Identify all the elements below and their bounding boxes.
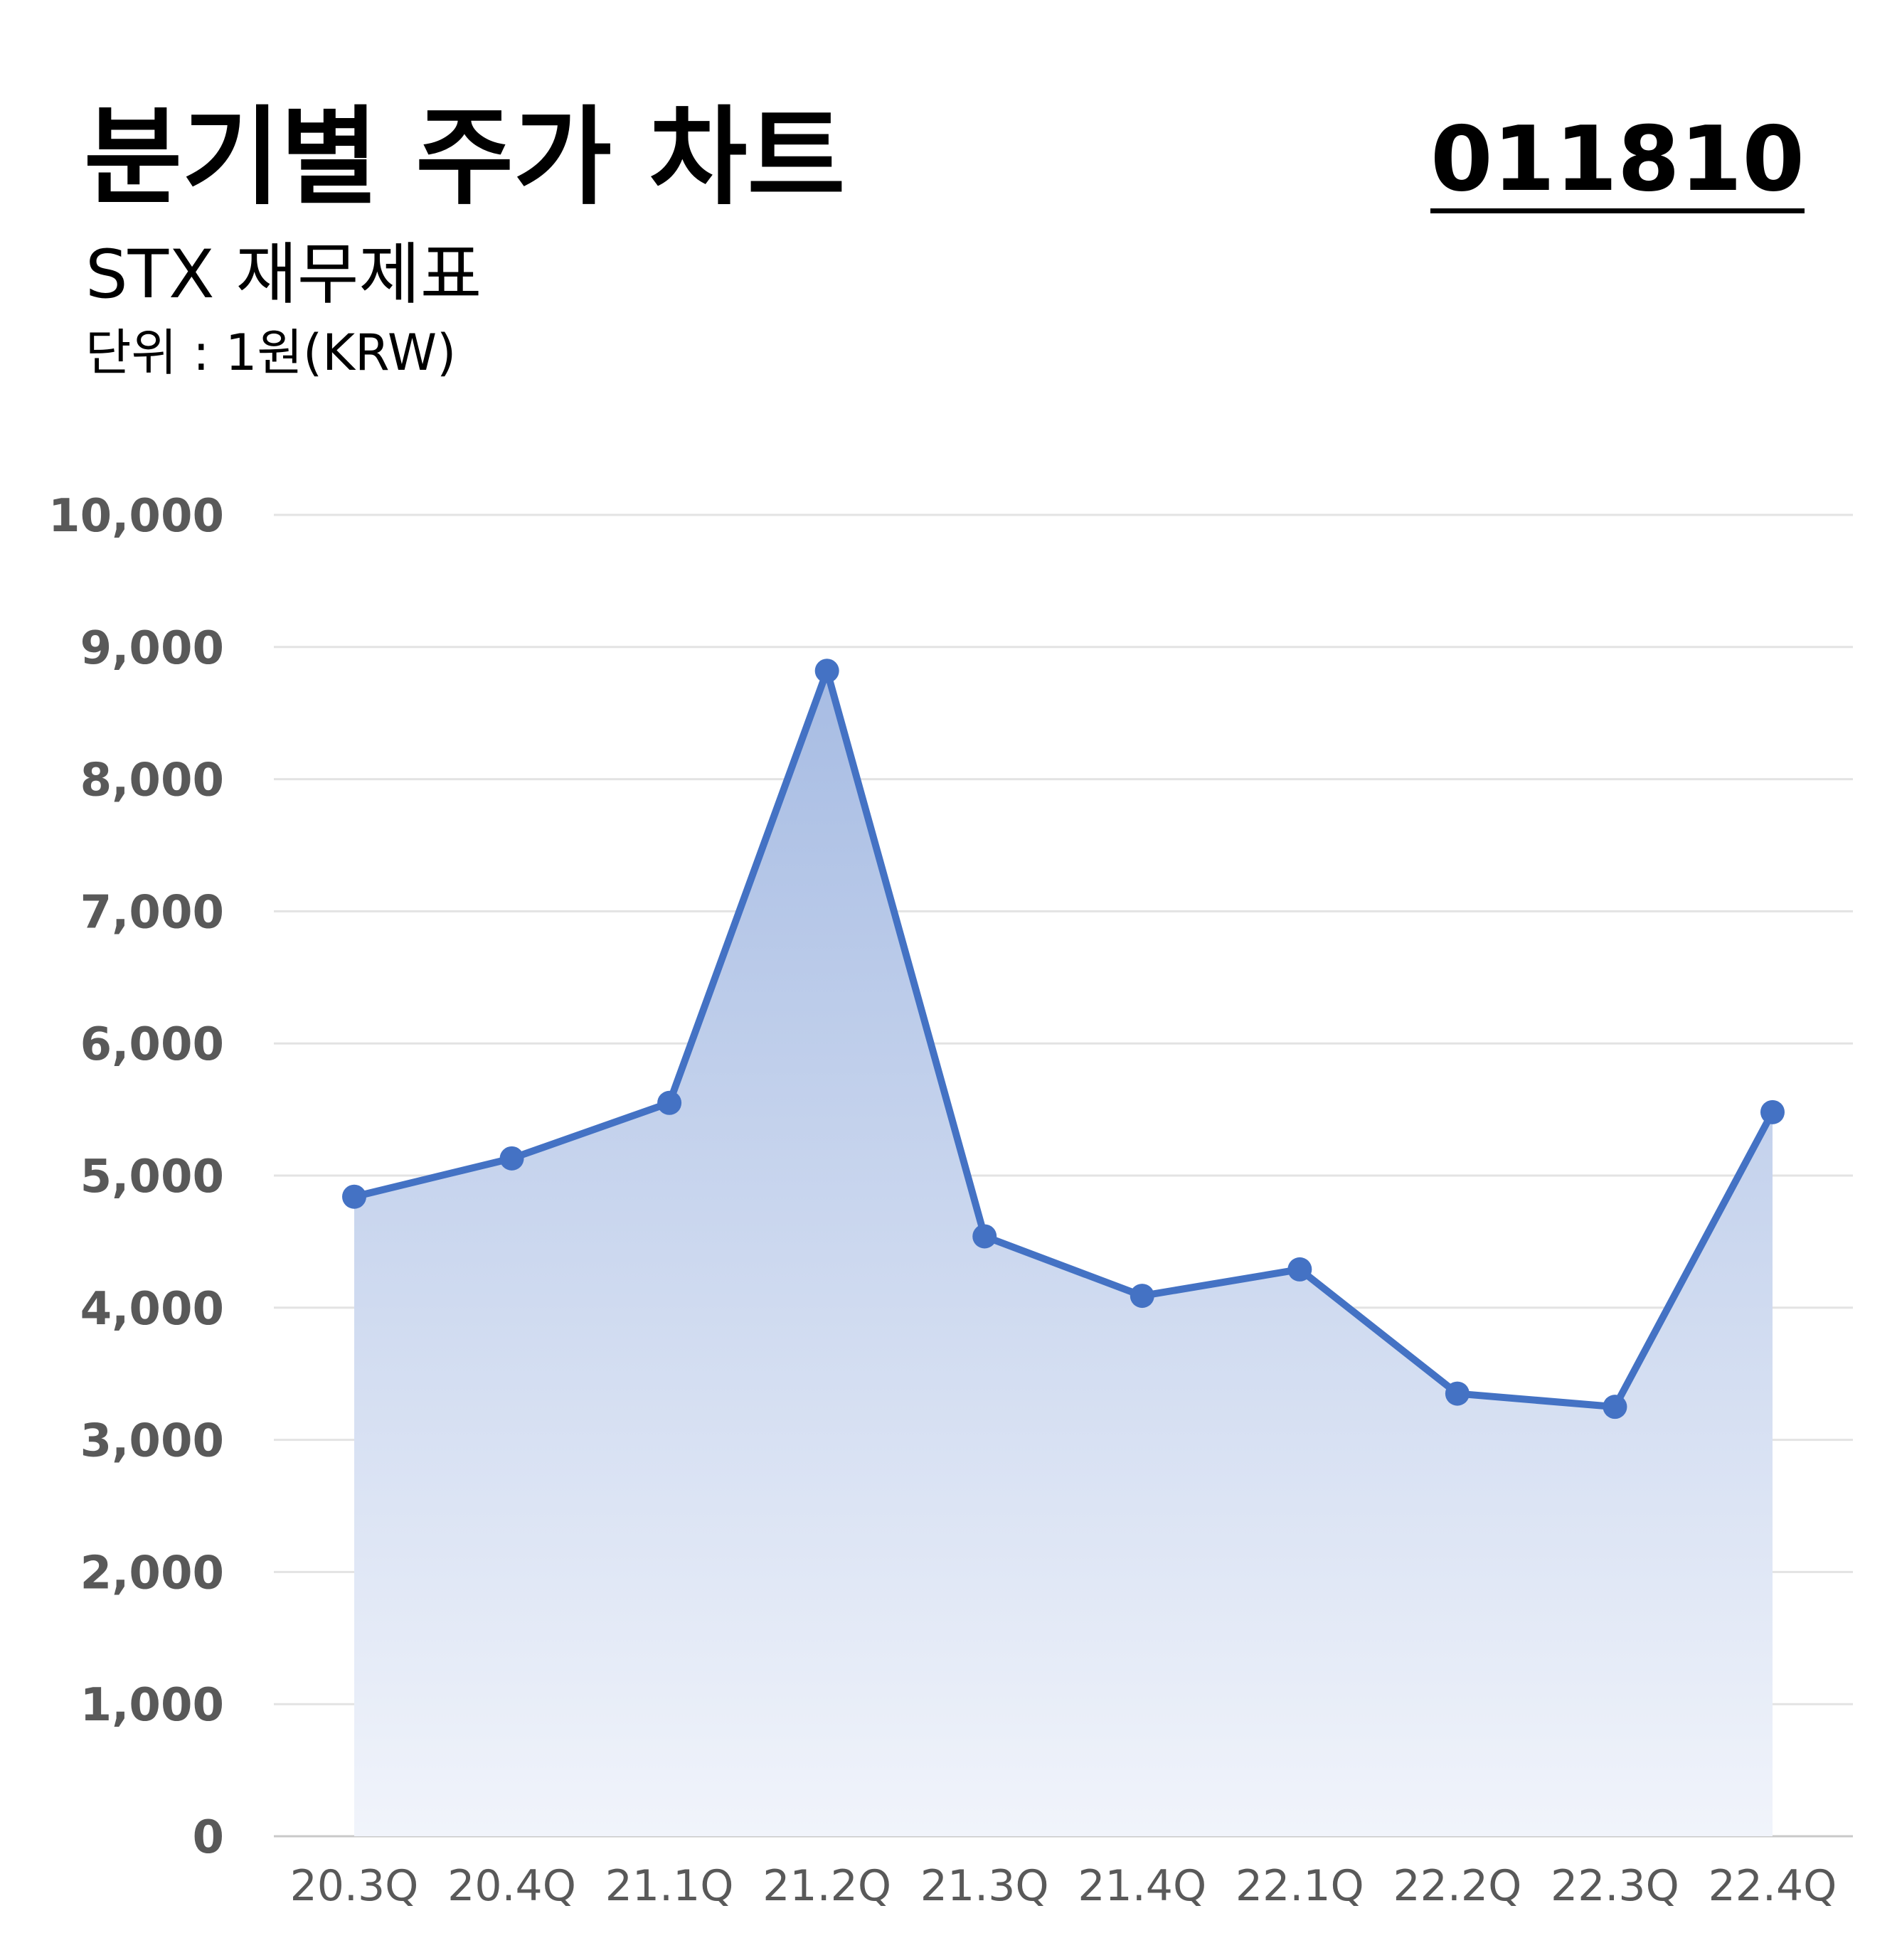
y-axis-ticks: 0 1,000 2,000 3,000 4,000 5,000 6,000 7,000 8,00… [48, 490, 224, 1864]
y-tick-label: 4,000 [80, 1283, 224, 1336]
series-line [351, 667, 1776, 1411]
data-point [499, 1146, 524, 1171]
x-tick-label: 22.1Q [1236, 1861, 1364, 1911]
x-tick-label: 20.4Q [447, 1861, 576, 1911]
y-tick-label: 1,000 [80, 1679, 224, 1732]
y-tick-label: 5,000 [80, 1151, 224, 1203]
x-axis-ticks: 20.3Q 20.4Q 21.1Q 21.2Q 21.3Q 21.4Q 22.1Q 22.2Q… [290, 1861, 1837, 1911]
data-point [1287, 1257, 1312, 1282]
data-point [972, 1224, 997, 1249]
x-tick-label: 22.3Q [1551, 1861, 1679, 1911]
y-tick-label: 6,000 [80, 1018, 224, 1071]
data-point [342, 1184, 366, 1209]
series-line-group [351, 667, 1776, 1411]
data-point [1445, 1381, 1470, 1406]
x-tick-label: 21.4Q [1078, 1861, 1206, 1911]
data-point [657, 1090, 682, 1115]
data-point [1603, 1395, 1627, 1420]
data-points [342, 659, 1785, 1420]
x-tick-label: 22.2Q [1393, 1861, 1521, 1911]
data-point [1760, 1099, 1785, 1124]
x-tick-label: 21.1Q [605, 1861, 734, 1911]
y-tick-label: 8,000 [80, 755, 224, 807]
y-tick-label: 3,000 [80, 1415, 224, 1468]
y-tick-label: 2,000 [80, 1547, 224, 1599]
x-tick-label: 22.4Q [1709, 1861, 1837, 1911]
unit-label: 단위 : 1원(KRW) [85, 324, 457, 382]
stock-code: 011810 [1430, 107, 1805, 211]
x-tick-label: 21.3Q [920, 1861, 1049, 1911]
x-tick-label: 20.3Q [290, 1861, 419, 1911]
area-fill [354, 671, 1773, 1836]
chart-title: 분기별 주가 차트 [84, 96, 846, 220]
data-point [1130, 1284, 1154, 1309]
x-tick-label: 21.2Q [762, 1861, 891, 1911]
y-tick-label: 9,000 [80, 622, 224, 675]
chart-subtitle: STX 재무제표 [85, 236, 482, 314]
y-tick-label: 0 [192, 1811, 224, 1864]
data-point [814, 659, 839, 683]
area-fill-group [354, 671, 1773, 1836]
y-tick-label: 10,000 [48, 490, 224, 543]
y-tick-label: 7,000 [80, 886, 224, 939]
